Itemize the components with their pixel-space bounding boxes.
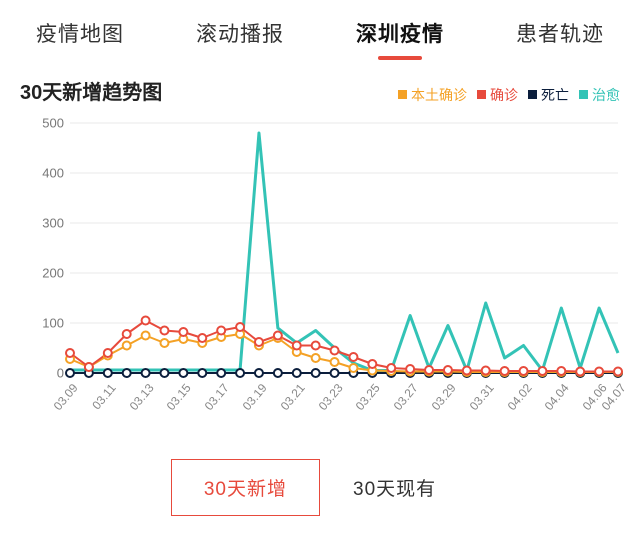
legend-swatch-confirmed bbox=[477, 90, 486, 99]
toggle-30day-new[interactable]: 30天新增 bbox=[171, 459, 320, 516]
series-point-confirmed bbox=[444, 366, 452, 374]
x-tick-label: 03.25 bbox=[353, 381, 383, 413]
top-tabs: 疫情地图 滚动播报 深圳疫情 患者轨迹 bbox=[0, 0, 640, 62]
chart-svg bbox=[70, 123, 618, 375]
series-point-confirmed bbox=[274, 332, 282, 340]
legend-item-local: 本土确诊 bbox=[398, 85, 467, 105]
series-point-confirmed bbox=[387, 364, 395, 372]
series-point-confirmed bbox=[142, 317, 150, 325]
x-tick-label: 03.11 bbox=[89, 381, 118, 412]
x-tick-label: 04.02 bbox=[504, 381, 534, 413]
x-tick-label: 03.19 bbox=[240, 381, 270, 413]
series-point-confirmed bbox=[312, 342, 320, 350]
series-point-confirmed bbox=[501, 367, 509, 375]
tab-live-feed[interactable]: 滚动播报 bbox=[192, 12, 288, 62]
y-tick-label: 100 bbox=[42, 316, 70, 331]
series-point-confirmed bbox=[160, 327, 168, 335]
series-point-confirmed bbox=[406, 365, 414, 373]
series-point-confirmed bbox=[368, 360, 376, 368]
legend-item-confirmed: 确诊 bbox=[477, 85, 518, 105]
series-point-confirmed bbox=[66, 349, 74, 357]
legend-item-cured: 治愈 bbox=[579, 85, 620, 105]
series-point-confirmed bbox=[482, 367, 490, 375]
series-point-confirmed bbox=[85, 363, 93, 371]
series-point-local bbox=[349, 364, 357, 372]
chart-title: 30天新增趋势图 bbox=[20, 76, 162, 105]
legend-swatch-death bbox=[528, 90, 537, 99]
legend-swatch-cured bbox=[579, 90, 588, 99]
chart-legend: 本土确诊 确诊 死亡 治愈 bbox=[398, 85, 620, 105]
y-tick-label: 300 bbox=[42, 216, 70, 231]
tab-shenzhen[interactable]: 深圳疫情 bbox=[352, 12, 448, 62]
x-tick-label: 04.04 bbox=[542, 381, 572, 413]
y-tick-label: 0 bbox=[57, 366, 70, 381]
series-point-local bbox=[142, 332, 150, 340]
legend-swatch-local bbox=[398, 90, 407, 99]
y-tick-label: 200 bbox=[42, 266, 70, 281]
series-point-confirmed bbox=[104, 349, 112, 357]
x-tick-label: 03.17 bbox=[202, 381, 232, 413]
y-tick-label: 400 bbox=[42, 166, 70, 181]
x-tick-label: 03.15 bbox=[164, 381, 194, 413]
chart-canvas: 010020030040050003.0903.1103.1303.1503.1… bbox=[20, 123, 620, 423]
series-point-local bbox=[331, 358, 339, 366]
toggle-30day-current[interactable]: 30天现有 bbox=[320, 459, 469, 516]
chart-section: 30天新增趋势图 本土确诊 确诊 死亡 治愈 0 100 200 300 400 500 0… bbox=[0, 62, 640, 532]
legend-label-cured: 治愈 bbox=[592, 85, 620, 105]
legend-label-confirmed: 确诊 bbox=[490, 85, 518, 105]
legend-item-death: 死亡 bbox=[528, 85, 569, 105]
series-point-local bbox=[312, 354, 320, 362]
tab-epidemic-map[interactable]: 疫情地图 bbox=[32, 12, 128, 62]
series-point-confirmed bbox=[520, 367, 528, 375]
x-tick-label: 03.23 bbox=[315, 381, 345, 413]
series-point-confirmed bbox=[349, 353, 357, 361]
series-point-confirmed bbox=[123, 330, 131, 338]
x-tick-label: 03.09 bbox=[51, 381, 81, 413]
x-tick-label: 03.21 bbox=[277, 381, 307, 413]
series-point-confirmed bbox=[236, 323, 244, 331]
legend-label-death: 死亡 bbox=[541, 85, 569, 105]
x-tick-label: 03.13 bbox=[126, 381, 156, 413]
y-tick-label: 500 bbox=[42, 116, 70, 131]
x-tick-label: 03.29 bbox=[429, 381, 459, 413]
series-point-confirmed bbox=[198, 334, 206, 342]
series-point-confirmed bbox=[217, 327, 225, 335]
x-axis-labels: 03.0903.1103.1303.1503.1703.1903.2103.23… bbox=[70, 375, 618, 423]
series-point-confirmed bbox=[557, 367, 565, 375]
series-point-confirmed bbox=[255, 338, 263, 346]
series-point-confirmed bbox=[463, 367, 471, 375]
x-tick-label: 03.31 bbox=[466, 381, 496, 413]
tab-patient-track[interactable]: 患者轨迹 bbox=[512, 12, 608, 62]
range-toggle: 30天新增 30天现有 bbox=[20, 459, 620, 532]
series-point-confirmed bbox=[425, 366, 433, 374]
x-tick-label: 03.27 bbox=[391, 381, 421, 413]
legend-label-local: 本土确诊 bbox=[411, 85, 467, 105]
series-point-confirmed bbox=[179, 328, 187, 336]
series-line-cured bbox=[70, 133, 618, 371]
series-point-local bbox=[123, 342, 131, 350]
series-point-local bbox=[160, 339, 168, 347]
series-point-confirmed bbox=[538, 367, 546, 375]
series-point-confirmed bbox=[331, 347, 339, 355]
series-point-confirmed bbox=[293, 342, 301, 350]
